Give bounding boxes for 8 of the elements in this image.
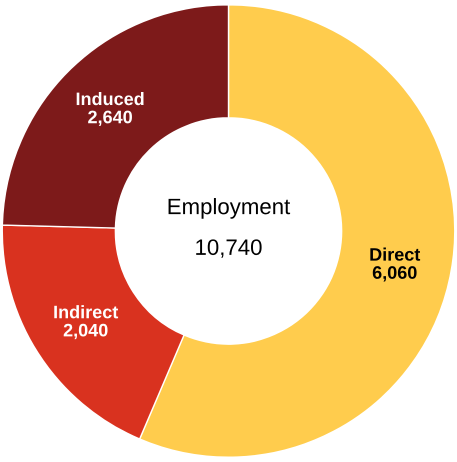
data-label: 2,640: [88, 110, 132, 126]
text: 10,740: [196, 239, 262, 258]
slice-label: Induced: [76, 92, 144, 106]
slice-label: Direct: [370, 248, 420, 261]
slice-label: Indirect: [54, 305, 118, 318]
data-label: 6,060: [372, 266, 417, 282]
text: Employment: [168, 198, 290, 219]
data-label: 2,040: [64, 324, 108, 340]
